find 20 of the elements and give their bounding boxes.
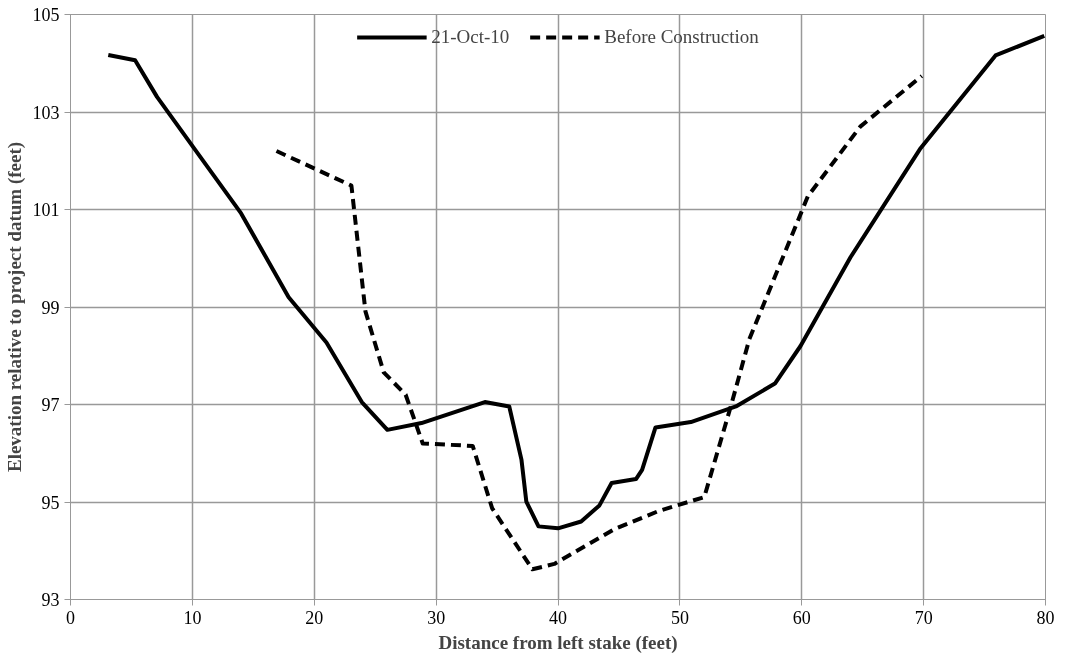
x-tick-label: 80 [1036, 607, 1055, 628]
x-tick-label: 20 [305, 607, 324, 628]
y-tick-label: 97 [41, 395, 60, 415]
y-axis-title: Elevation relative to project datum (feet) [3, 141, 26, 473]
x-tick-label: 30 [427, 607, 446, 628]
y-tick-label: 101 [32, 200, 60, 220]
x-tick-label: 40 [549, 607, 567, 628]
x-tick-label: 50 [670, 607, 689, 628]
y-tick-label: 105 [32, 5, 60, 25]
legend-label: 21-Oct-10 [431, 26, 510, 48]
legend-label: Before Construction [604, 26, 759, 48]
x-tick-label: 10 [183, 607, 202, 628]
y-tick-label: 99 [41, 297, 60, 318]
y-tick-label: 103 [32, 102, 60, 123]
y-tick-label: 93 [41, 590, 60, 610]
x-tick-label: 70 [914, 607, 933, 628]
x-tick-label: 0 [66, 607, 75, 628]
x-axis-title: Distance from left stake (feet) [438, 631, 678, 654]
y-tick-label: 95 [41, 492, 60, 513]
x-tick-label: 60 [792, 607, 811, 628]
